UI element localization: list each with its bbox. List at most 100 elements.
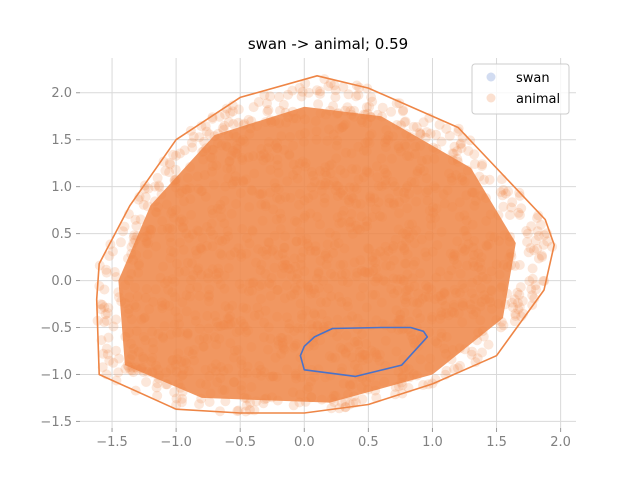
scatter-point xyxy=(214,111,225,122)
scatter-point xyxy=(509,294,520,305)
scatter-point xyxy=(521,226,532,236)
scatter-point xyxy=(357,394,368,405)
scatter-point xyxy=(532,226,543,237)
y-tick-label: −1.5 xyxy=(40,415,72,430)
scatter-point xyxy=(187,142,198,153)
scatter-point xyxy=(527,290,538,301)
scatter-point xyxy=(469,149,480,160)
x-tick-label: 0.5 xyxy=(358,435,379,450)
scatter-point xyxy=(506,202,517,213)
scatter-point xyxy=(377,102,388,113)
scatter-point xyxy=(507,197,518,208)
scatter-point xyxy=(258,398,269,409)
scatter-point xyxy=(101,264,112,275)
scatter-point xyxy=(225,108,236,118)
scatter-point xyxy=(265,91,276,102)
scatter-point xyxy=(371,392,382,403)
scatter-point xyxy=(452,146,463,157)
scatter-point xyxy=(500,188,511,199)
scatter-point xyxy=(418,117,429,128)
scatter-point xyxy=(477,159,488,170)
scatter-point xyxy=(498,201,509,212)
scatter-point xyxy=(350,397,361,408)
swan-hull-outline xyxy=(299,326,429,378)
scatter-point xyxy=(497,190,508,201)
scatter-point xyxy=(512,287,523,298)
scatter-point xyxy=(139,183,150,194)
scatter-point xyxy=(174,148,185,159)
scatter-point xyxy=(523,247,534,258)
scatter-point xyxy=(483,339,494,350)
scatter-point xyxy=(414,127,425,138)
scatter-point xyxy=(526,284,537,295)
scatter-point xyxy=(330,92,341,103)
scatter-point xyxy=(294,82,305,93)
scatter-point xyxy=(219,120,230,131)
scatter-point xyxy=(129,230,140,241)
scatter-point xyxy=(96,335,107,346)
scatter-point xyxy=(151,382,162,393)
scatter-point xyxy=(526,221,537,232)
scatter-point xyxy=(111,345,121,356)
scatter-point xyxy=(397,106,408,117)
scatter-point xyxy=(312,85,322,96)
x-tick-label: 0.0 xyxy=(294,435,315,450)
scatter-point xyxy=(513,207,524,218)
scatter-point xyxy=(143,183,154,194)
x-tick-label: −0.5 xyxy=(224,435,256,450)
scatter-point xyxy=(99,317,110,328)
scatter-point xyxy=(275,105,285,116)
y-tick-label: 0.5 xyxy=(51,227,72,242)
scatter-point xyxy=(506,297,517,308)
legend: swan animal xyxy=(471,63,570,115)
scatter-point xyxy=(496,174,507,185)
scatter-point xyxy=(303,87,314,98)
scatter-point xyxy=(323,81,334,92)
scatter-point xyxy=(99,302,110,313)
scatter-point xyxy=(455,360,465,371)
x-axis: −1.5 −1.0 −0.5 0.0 0.5 1.0 1.5 2.0 xyxy=(96,428,571,450)
scatter-point xyxy=(453,126,464,137)
scatter-point xyxy=(274,92,285,102)
scatter-point xyxy=(338,82,349,93)
scatter-point xyxy=(245,397,256,408)
scatter-point xyxy=(537,252,548,262)
scatter-point xyxy=(463,146,474,156)
scatter-point xyxy=(529,245,539,256)
scatter-point xyxy=(415,129,426,139)
animal-points xyxy=(92,74,558,417)
scatter-point xyxy=(364,101,375,112)
scatter-point xyxy=(101,343,112,354)
scatter-point xyxy=(469,159,480,169)
legend-box xyxy=(471,63,570,115)
scatter-point xyxy=(111,314,121,325)
scatter-point xyxy=(315,86,325,97)
scatter-point xyxy=(420,132,431,143)
scatter-point xyxy=(353,90,364,101)
scatter-point xyxy=(484,174,495,185)
scatter-point xyxy=(436,136,447,147)
scatter-point xyxy=(517,296,528,306)
x-tick-label: 1.5 xyxy=(486,435,507,450)
animal-hull-outline xyxy=(95,75,555,414)
legend-label-animal: animal xyxy=(516,92,560,107)
scatter-point xyxy=(283,89,293,100)
scatter-point xyxy=(115,237,126,248)
scatter-point xyxy=(514,190,525,201)
scatter-point xyxy=(530,280,541,291)
scatter-point xyxy=(495,187,506,198)
scatter-point xyxy=(510,311,521,321)
scatter-point xyxy=(524,276,535,286)
scatter-point xyxy=(325,78,336,89)
legend-label-swan: swan xyxy=(516,71,550,86)
y-tick-label: 2.0 xyxy=(51,86,72,101)
scatter-point xyxy=(503,186,514,197)
scatter-point xyxy=(536,250,547,261)
scatter-point xyxy=(150,181,160,192)
scatter-point xyxy=(498,320,509,331)
scatter-point xyxy=(138,199,149,210)
scatter-point xyxy=(367,96,378,107)
scatter-point xyxy=(400,116,411,127)
scatter-point xyxy=(366,92,377,103)
scatter-point xyxy=(496,322,506,333)
